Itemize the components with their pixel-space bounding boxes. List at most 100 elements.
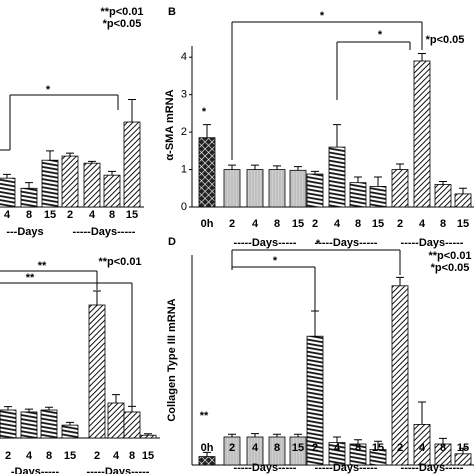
x-tick-label: 2 xyxy=(67,209,73,221)
significance-star: * xyxy=(378,29,383,41)
x-tick-label: 4 xyxy=(4,209,11,221)
x-tick-label: 15 xyxy=(457,218,469,230)
p-value-note: *p<0.05 xyxy=(103,18,142,30)
group-label: -Days----- xyxy=(11,466,60,474)
bar xyxy=(88,304,106,439)
error-bar xyxy=(128,99,136,123)
error-bar xyxy=(333,124,341,148)
error-bar xyxy=(251,164,259,170)
error-bar xyxy=(439,181,447,185)
group-label: -----Days----- xyxy=(401,237,464,249)
panel-label: B xyxy=(168,6,176,18)
x-tick-label: 4 xyxy=(419,442,426,454)
significance-star: ** xyxy=(38,260,47,272)
bar xyxy=(246,169,264,208)
x-tick-label: 8 xyxy=(440,218,446,230)
error-bar xyxy=(354,176,362,183)
x-tick-label: 2 xyxy=(312,442,318,454)
bar xyxy=(83,162,101,208)
error-bar xyxy=(46,150,54,161)
error-bar xyxy=(418,401,426,425)
error-bar xyxy=(93,290,101,305)
bar xyxy=(289,169,307,208)
error-bar xyxy=(374,440,382,450)
bar xyxy=(123,121,141,208)
error-bar xyxy=(311,170,319,175)
error-bar xyxy=(459,187,467,194)
bar xyxy=(139,434,157,439)
significance-star: * xyxy=(46,84,51,96)
error-bar xyxy=(25,408,33,412)
x-tick-label: 15 xyxy=(372,442,384,454)
x-tick-label: 8 xyxy=(26,209,32,221)
error-bar xyxy=(459,447,467,454)
bar xyxy=(391,169,409,208)
error-bar xyxy=(273,433,281,437)
x-tick-label: 15 xyxy=(142,450,154,462)
x-tick-label: 2 xyxy=(397,218,403,230)
y-axis-label: Collagen Type III mRNA xyxy=(166,298,178,421)
bar xyxy=(123,411,141,439)
bar xyxy=(223,169,241,208)
x-tick-label: 8 xyxy=(109,209,115,221)
x-tick-label: 0h xyxy=(201,218,214,230)
y-tick-label: 2 xyxy=(181,126,187,138)
group-label: ---Days xyxy=(6,226,43,238)
x-tick-label: 4 xyxy=(334,218,341,230)
p-value-note: **p<0.01 xyxy=(100,6,143,18)
error-bar xyxy=(66,152,74,157)
bar xyxy=(434,184,452,208)
bar xyxy=(198,137,216,208)
error-bar xyxy=(396,163,404,170)
x-tick-label: 8 xyxy=(440,442,446,454)
x-tick-label: 8 xyxy=(355,218,361,230)
bar xyxy=(107,402,125,439)
x-tick-label: 2 xyxy=(94,450,100,462)
error-bar xyxy=(228,433,236,437)
x-tick-label: 4 xyxy=(89,209,96,221)
significance-star: * xyxy=(316,238,321,250)
bar xyxy=(306,173,324,208)
x-tick-label: 4 xyxy=(252,442,259,454)
significance-star: * xyxy=(320,10,325,22)
x-tick-label: 2 xyxy=(397,442,403,454)
error-bar xyxy=(374,176,382,187)
error-bar xyxy=(3,173,11,179)
error-bar xyxy=(203,451,211,457)
error-bar xyxy=(203,124,211,138)
y-tick-label: 4 xyxy=(181,51,187,63)
x-tick-label: 8 xyxy=(274,442,280,454)
x-tick-label: 15 xyxy=(457,442,469,454)
x-tick-label: 2 xyxy=(5,450,11,462)
error-bar xyxy=(333,436,341,443)
bar xyxy=(103,174,121,208)
error-bar xyxy=(396,276,404,286)
x-tick-label: 4 xyxy=(252,218,259,230)
error-bar xyxy=(112,394,120,403)
significance-star: ** xyxy=(200,410,209,422)
group-label: -----Days----- xyxy=(315,237,378,249)
bar xyxy=(61,424,79,439)
panel-label: D xyxy=(168,236,176,248)
x-tick-label: 2 xyxy=(229,442,235,454)
bar xyxy=(369,186,387,208)
x-tick-label: 15 xyxy=(292,218,304,230)
x-tick-label: 8 xyxy=(129,450,135,462)
x-tick-label: 4 xyxy=(419,218,426,230)
bar xyxy=(328,146,346,208)
error-bar xyxy=(66,421,74,426)
x-tick-label: 8 xyxy=(274,218,280,230)
p-value-note: *p<0.05 xyxy=(426,34,465,46)
bar xyxy=(0,177,16,208)
y-tick-label: 0 xyxy=(181,201,187,213)
error-bar xyxy=(251,433,259,437)
group-label: -----Days----- xyxy=(401,462,464,474)
group-label: -----Days----- xyxy=(73,226,136,238)
y-tick-label: 3 xyxy=(181,89,187,101)
significance-star: ** xyxy=(26,272,35,284)
x-tick-label: 8 xyxy=(46,450,52,462)
error-bar xyxy=(418,52,426,61)
p-value-note: **p<0.01 xyxy=(98,256,141,268)
x-tick-label: 15 xyxy=(292,442,304,454)
x-tick-label: 4 xyxy=(113,450,120,462)
